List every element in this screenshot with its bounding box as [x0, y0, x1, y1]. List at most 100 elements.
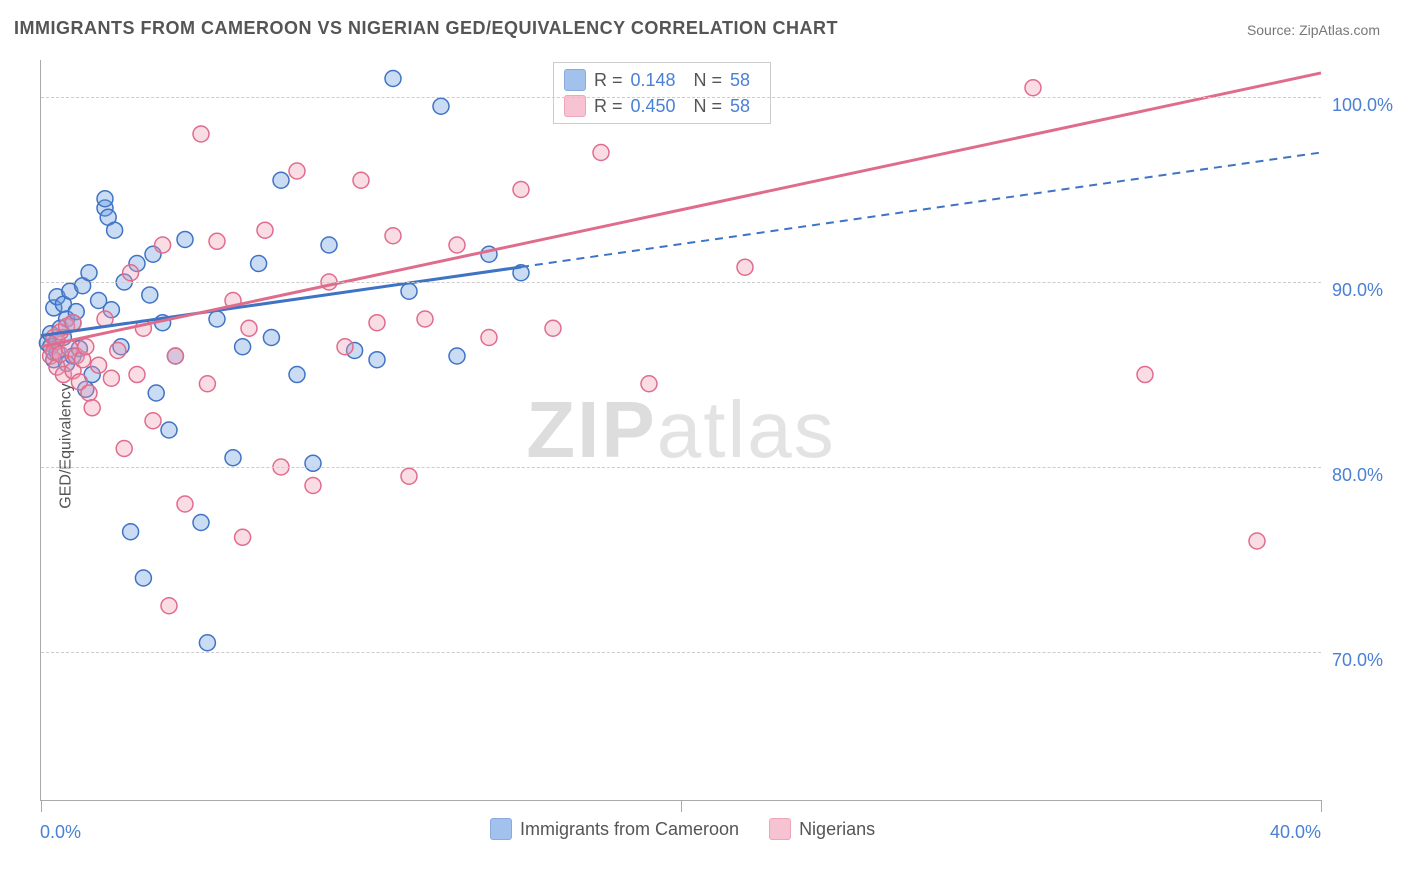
scatter-point-cameroon: [103, 302, 119, 318]
legend-label: Immigrants from Cameroon: [520, 819, 739, 840]
scatter-point-nigerians: [145, 413, 161, 429]
scatter-point-nigerians: [257, 222, 273, 238]
n-value: 58: [730, 67, 760, 93]
y-tick-label: 100.0%: [1332, 95, 1393, 116]
scatter-point-cameroon: [91, 293, 107, 309]
scatter-point-cameroon: [84, 367, 100, 383]
scatter-point-cameroon: [49, 344, 65, 360]
scatter-point-nigerians: [155, 237, 171, 253]
scatter-point-cameroon: [449, 348, 465, 364]
scatter-point-nigerians: [737, 259, 753, 275]
scatter-point-cameroon: [513, 265, 529, 281]
scatter-point-cameroon: [401, 283, 417, 299]
chart-title: IMMIGRANTS FROM CAMEROON VS NIGERIAN GED…: [14, 18, 838, 39]
scatter-point-cameroon: [129, 256, 145, 272]
scatter-point-cameroon: [78, 381, 94, 397]
scatter-point-cameroon: [46, 300, 62, 316]
scatter-point-cameroon: [347, 342, 363, 358]
legend-swatch: [769, 818, 791, 840]
scatter-point-nigerians: [65, 315, 81, 331]
scatter-point-nigerians: [481, 330, 497, 346]
scatter-point-nigerians: [55, 367, 71, 383]
scatter-point-nigerians: [449, 237, 465, 253]
scatter-point-nigerians: [193, 126, 209, 142]
watermark: ZIPatlas: [526, 384, 835, 476]
scatter-point-nigerians: [43, 348, 59, 364]
scatter-point-cameroon: [263, 330, 279, 346]
scatter-point-cameroon: [43, 339, 59, 355]
scatter-point-cameroon: [55, 330, 71, 346]
scatter-point-cameroon: [273, 172, 289, 188]
scatter-point-nigerians: [337, 339, 353, 355]
scatter-point-nigerians: [1025, 80, 1041, 96]
scatter-point-nigerians: [209, 233, 225, 249]
scatter-point-cameroon: [62, 283, 78, 299]
y-tick-label: 90.0%: [1332, 280, 1383, 301]
scatter-point-cameroon: [135, 570, 151, 586]
scatter-point-nigerians: [545, 320, 561, 336]
r-value: 0.148: [631, 67, 686, 93]
scatter-point-nigerians: [289, 163, 305, 179]
scatter-point-cameroon: [177, 231, 193, 247]
scatter-point-nigerians: [62, 341, 78, 357]
scatter-point-nigerians: [369, 315, 385, 331]
scatter-point-cameroon: [68, 304, 84, 320]
scatter-point-nigerians: [135, 320, 151, 336]
scatter-point-nigerians: [129, 367, 145, 383]
scatter-point-cameroon: [49, 289, 65, 305]
legend-swatch-cameroon: [564, 69, 586, 91]
scatter-point-cameroon: [225, 450, 241, 466]
scatter-point-cameroon: [55, 296, 71, 312]
gridline-h: [41, 282, 1321, 283]
scatter-point-nigerians: [353, 172, 369, 188]
x-tick: [1321, 800, 1322, 812]
scatter-point-nigerians: [1249, 533, 1265, 549]
scatter-point-cameroon: [209, 311, 225, 327]
scatter-point-cameroon: [155, 315, 171, 331]
scatter-point-cameroon: [235, 339, 251, 355]
watermark-zip: ZIP: [526, 385, 656, 474]
scatter-point-cameroon: [167, 348, 183, 364]
scatter-point-cameroon: [43, 326, 59, 342]
x-tick: [681, 800, 682, 812]
scatter-point-nigerians: [167, 348, 183, 364]
scatter-point-nigerians: [235, 529, 251, 545]
scatter-point-cameroon: [161, 422, 177, 438]
scatter-point-nigerians: [52, 324, 68, 340]
scatter-point-cameroon: [100, 209, 116, 225]
source-attribution: Source: ZipAtlas.com: [1247, 22, 1380, 38]
scatter-point-nigerians: [46, 330, 62, 346]
scatter-point-nigerians: [123, 265, 139, 281]
scatter-point-nigerians: [68, 348, 84, 364]
gridline-h: [41, 97, 1321, 98]
scatter-point-cameroon: [251, 256, 267, 272]
legend-item: Nigerians: [769, 818, 875, 840]
scatter-point-cameroon: [481, 246, 497, 262]
r-label: R =: [594, 67, 623, 93]
scatter-point-cameroon: [107, 222, 123, 238]
scatter-point-cameroon: [71, 341, 87, 357]
y-tick-label: 80.0%: [1332, 465, 1383, 486]
scatter-point-cameroon: [193, 515, 209, 531]
scatter-point-cameroon: [59, 355, 75, 371]
gridline-h: [41, 467, 1321, 468]
scatter-point-nigerians: [81, 385, 97, 401]
scatter-point-cameroon: [97, 191, 113, 207]
scatter-point-nigerians: [199, 376, 215, 392]
n-label: N =: [694, 67, 723, 93]
plot-area: ZIPatlas R =0.148N =58R =0.450N =58: [40, 60, 1321, 801]
scatter-point-cameroon: [81, 265, 97, 281]
scatter-point-nigerians: [65, 363, 81, 379]
scatter-point-nigerians: [161, 598, 177, 614]
gridline-h: [41, 652, 1321, 653]
scatter-point-cameroon: [385, 71, 401, 87]
scatter-point-cameroon: [97, 200, 113, 216]
x-tick-label: 40.0%: [1270, 822, 1321, 843]
scatter-point-nigerians: [1137, 367, 1153, 383]
scatter-point-cameroon: [123, 524, 139, 540]
scatter-point-nigerians: [116, 441, 132, 457]
scatter-point-cameroon: [148, 385, 164, 401]
scatter-point-cameroon: [289, 367, 305, 383]
scatter-point-cameroon: [369, 352, 385, 368]
legend-bottom: Immigrants from Cameroon Nigerians: [490, 818, 875, 840]
